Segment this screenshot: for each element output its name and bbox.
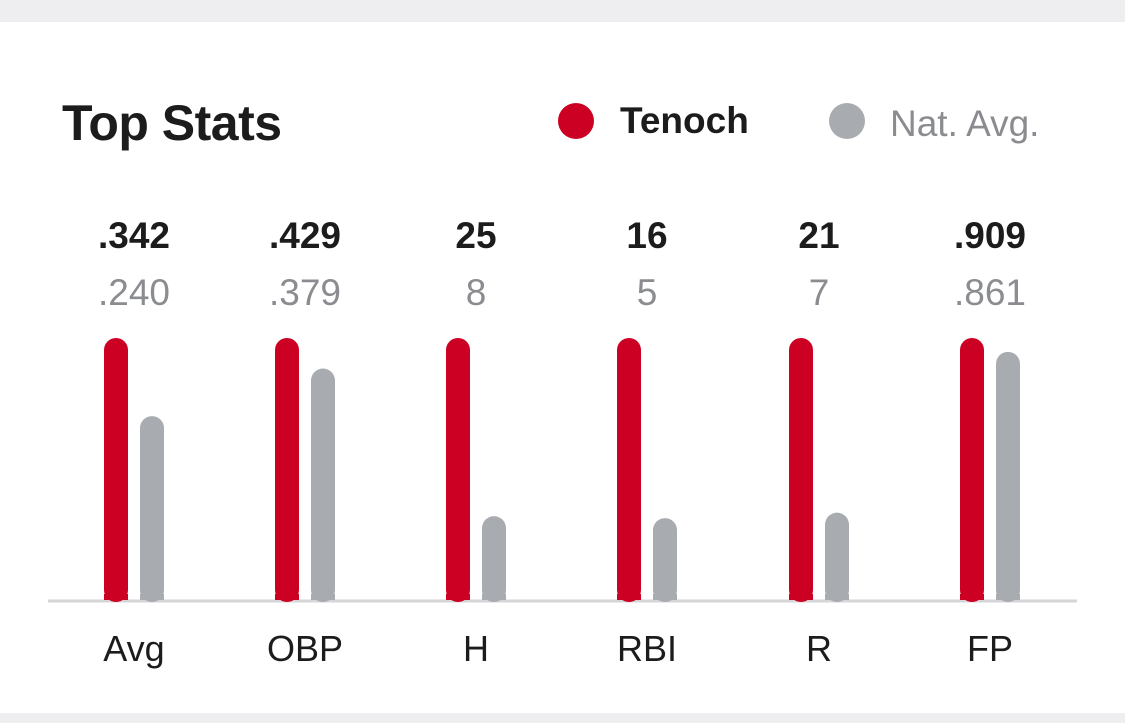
value-label-player-h: 25: [455, 215, 496, 256]
bar-player-base-r: [789, 594, 813, 600]
value-label-player-obp: .429: [269, 215, 341, 256]
bar-average-base-avg: [140, 594, 164, 600]
card-title: Top Stats: [62, 95, 282, 151]
legend-average-label: Nat. Avg.: [890, 103, 1040, 144]
bar-average-fp: [996, 351, 1020, 602]
bar-player-base-fp: [960, 594, 984, 600]
value-label-average-h: 8: [466, 272, 487, 313]
value-label-average-r: 7: [809, 272, 830, 313]
bar-average-r: [825, 512, 849, 602]
category-label-h: H: [463, 628, 489, 669]
bar-average-avg: [140, 416, 164, 602]
bar-player-r: [789, 338, 813, 602]
bar-player-base-h: [446, 594, 470, 600]
category-label-fp: FP: [967, 628, 1013, 669]
bar-average-base-r: [825, 594, 849, 600]
legend-player-dot: [558, 103, 594, 139]
bar-average-base-fp: [996, 594, 1020, 600]
value-label-average-obp: .379: [269, 272, 341, 313]
top-divider-band: [0, 0, 1125, 22]
legend-player-label: Tenoch: [620, 100, 749, 141]
category-label-rbi: RBI: [617, 628, 677, 669]
category-label-r: R: [806, 628, 832, 669]
legend-average-dot: [829, 103, 865, 139]
value-label-player-avg: .342: [98, 215, 170, 256]
value-label-average-rbi: 5: [637, 272, 658, 313]
bar-average-base-h: [482, 594, 506, 600]
bar-player-rbi: [617, 338, 641, 602]
bar-average-obp: [311, 368, 335, 602]
bar-player-h: [446, 338, 470, 602]
category-label-avg: Avg: [103, 628, 164, 669]
bar-player-base-obp: [275, 594, 299, 600]
value-label-average-avg: .240: [98, 272, 170, 313]
bar-player-base-avg: [104, 594, 128, 600]
value-label-player-rbi: 16: [626, 215, 667, 256]
bar-average-h: [482, 516, 506, 602]
bar-average-base-obp: [311, 594, 335, 600]
value-label-average-fp: .861: [954, 272, 1026, 313]
bottom-divider-band: [0, 713, 1125, 723]
bar-player-fp: [960, 338, 984, 602]
bar-average-rbi: [653, 518, 677, 602]
value-label-player-fp: .909: [954, 215, 1026, 256]
category-label-obp: OBP: [267, 628, 343, 669]
bar-player-obp: [275, 338, 299, 602]
bar-player-avg: [104, 338, 128, 602]
bar-player-base-rbi: [617, 594, 641, 600]
bar-average-base-rbi: [653, 594, 677, 600]
value-label-player-r: 21: [798, 215, 839, 256]
